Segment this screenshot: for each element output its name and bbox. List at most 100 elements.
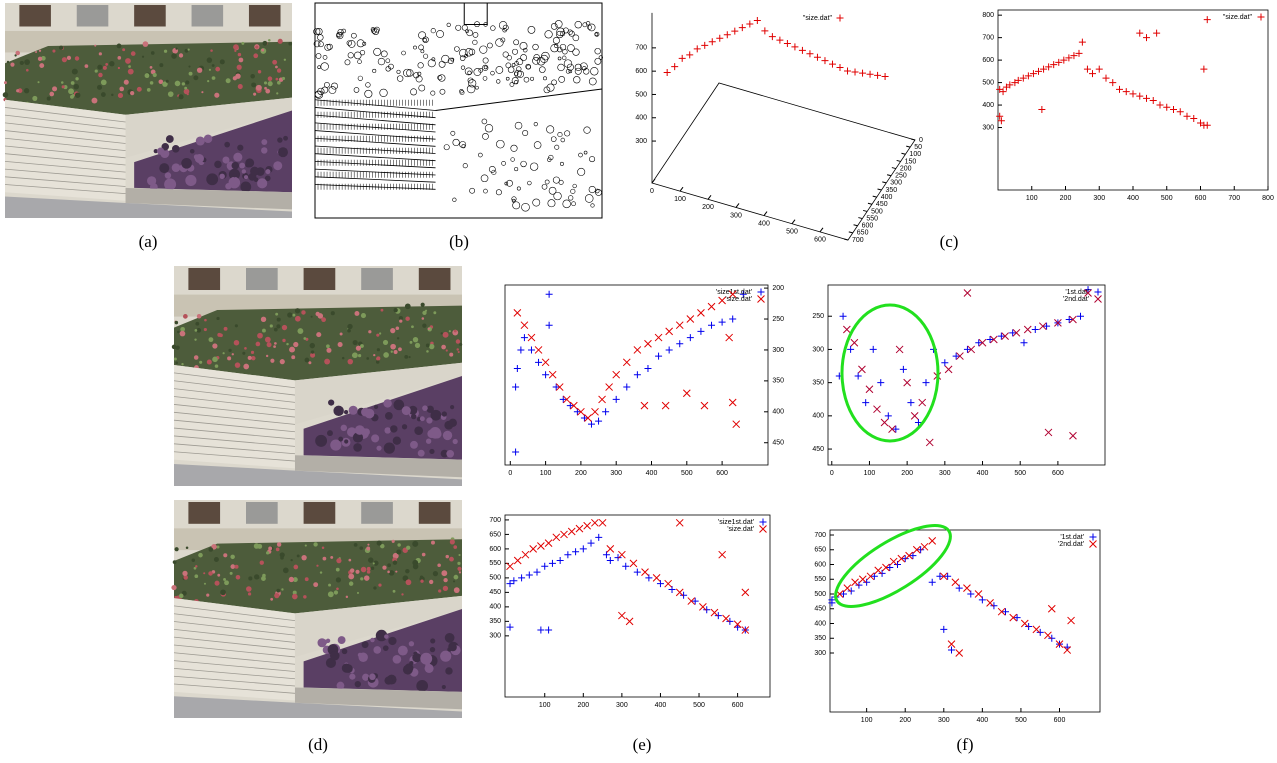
x-tick-label: 500: [1161, 195, 1173, 202]
edge-blob: [550, 23, 558, 30]
flower: [233, 44, 239, 50]
edge-blob: [459, 48, 468, 58]
flower: [174, 547, 179, 552]
flower: [310, 350, 315, 354]
edge-blob: [314, 90, 324, 99]
data-point: [813, 53, 821, 61]
data-point: [544, 539, 553, 547]
edge-blob: [373, 47, 382, 56]
cabbage: [448, 418, 457, 427]
edge-blob: [483, 65, 488, 70]
flower: [235, 574, 241, 580]
edge-blob: [532, 57, 540, 65]
edge-blob: [483, 188, 488, 194]
cabbage: [278, 147, 288, 158]
data-point: [1001, 332, 1009, 340]
flower: [412, 559, 419, 566]
edge-blob: [583, 150, 588, 155]
flower: [196, 328, 202, 333]
flower: [262, 328, 266, 333]
flower: [432, 571, 439, 577]
cabbage: [164, 178, 177, 191]
flower: [412, 540, 419, 547]
window: [19, 5, 51, 27]
flower: [94, 44, 97, 47]
x-tick-label: 500: [1015, 717, 1027, 724]
data-point: [1024, 72, 1032, 80]
y-tick-label: 700: [814, 532, 826, 539]
z-tick-label: 500: [635, 91, 647, 98]
edge-blob: [322, 55, 328, 60]
flower: [58, 45, 64, 50]
edge-blob: [357, 75, 363, 81]
edge-blob: [495, 38, 504, 47]
data-point: [963, 584, 971, 592]
cabbage: [185, 174, 197, 187]
flower: [91, 97, 98, 104]
data-point: [941, 359, 949, 367]
data-point: [948, 646, 955, 654]
cabbage: [239, 162, 246, 169]
data-point: [989, 335, 998, 344]
edge-blob: [589, 156, 596, 163]
flower: [279, 359, 285, 365]
edge-blob: [509, 82, 515, 87]
flower: [392, 552, 399, 559]
flower: [203, 572, 206, 575]
flower: [406, 545, 411, 550]
flower: [398, 315, 404, 321]
edge-blob: [536, 56, 546, 66]
data-point: [602, 408, 610, 416]
cabbage: [441, 684, 446, 690]
edge-blob: [551, 79, 557, 86]
data-point: [978, 338, 987, 347]
cabbage: [338, 436, 344, 442]
data-point: [978, 596, 986, 604]
cabbage: [452, 438, 458, 445]
flower: [175, 345, 180, 350]
mortar: [173, 435, 295, 447]
edge-blob: [372, 68, 377, 73]
data-point: [955, 584, 963, 592]
cabbage: [224, 141, 231, 148]
data-point: [1065, 316, 1073, 324]
data-point: [886, 563, 894, 571]
cabbage: [357, 652, 363, 658]
data-point: [847, 587, 855, 595]
cabbage: [341, 648, 348, 655]
data-point: [612, 370, 621, 379]
flower: [191, 558, 196, 562]
flower: [317, 313, 324, 319]
edge-blob: [560, 137, 566, 143]
flower: [290, 558, 293, 562]
flower: [73, 83, 80, 90]
legend-label: '1st.dat': [1060, 534, 1084, 541]
edge-blob: [510, 144, 518, 152]
cabbage: [328, 399, 335, 406]
data-point: [910, 411, 919, 420]
edge-blob: [326, 43, 333, 50]
cabbage: [420, 652, 433, 665]
x-tick-label: 200: [702, 204, 714, 211]
cabbage: [203, 134, 213, 144]
edge-blob: [462, 163, 468, 169]
cabbage: [384, 634, 389, 639]
data-point: [889, 557, 898, 566]
flower: [425, 343, 430, 348]
edge-blob: [557, 56, 562, 61]
flower: [127, 68, 134, 75]
flower: [61, 57, 68, 63]
data-point: [633, 346, 642, 354]
data-point: [1013, 614, 1021, 622]
data-point: [533, 568, 541, 576]
flower: [214, 580, 220, 586]
edge-blob: [321, 86, 329, 94]
flower: [429, 579, 434, 585]
flower: [194, 328, 198, 332]
flower: [372, 562, 375, 565]
flower: [266, 551, 270, 555]
edge-blob: [410, 88, 418, 96]
edge-blob: [520, 160, 527, 168]
data-point: [862, 399, 870, 407]
flower: [442, 585, 449, 592]
